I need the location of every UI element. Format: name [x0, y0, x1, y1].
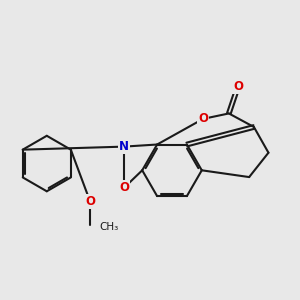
Text: O: O	[198, 112, 208, 125]
Text: O: O	[119, 182, 129, 194]
Text: CH₃: CH₃	[100, 222, 119, 232]
Text: O: O	[233, 80, 243, 93]
Text: O: O	[85, 195, 95, 208]
Text: N: N	[119, 140, 129, 153]
